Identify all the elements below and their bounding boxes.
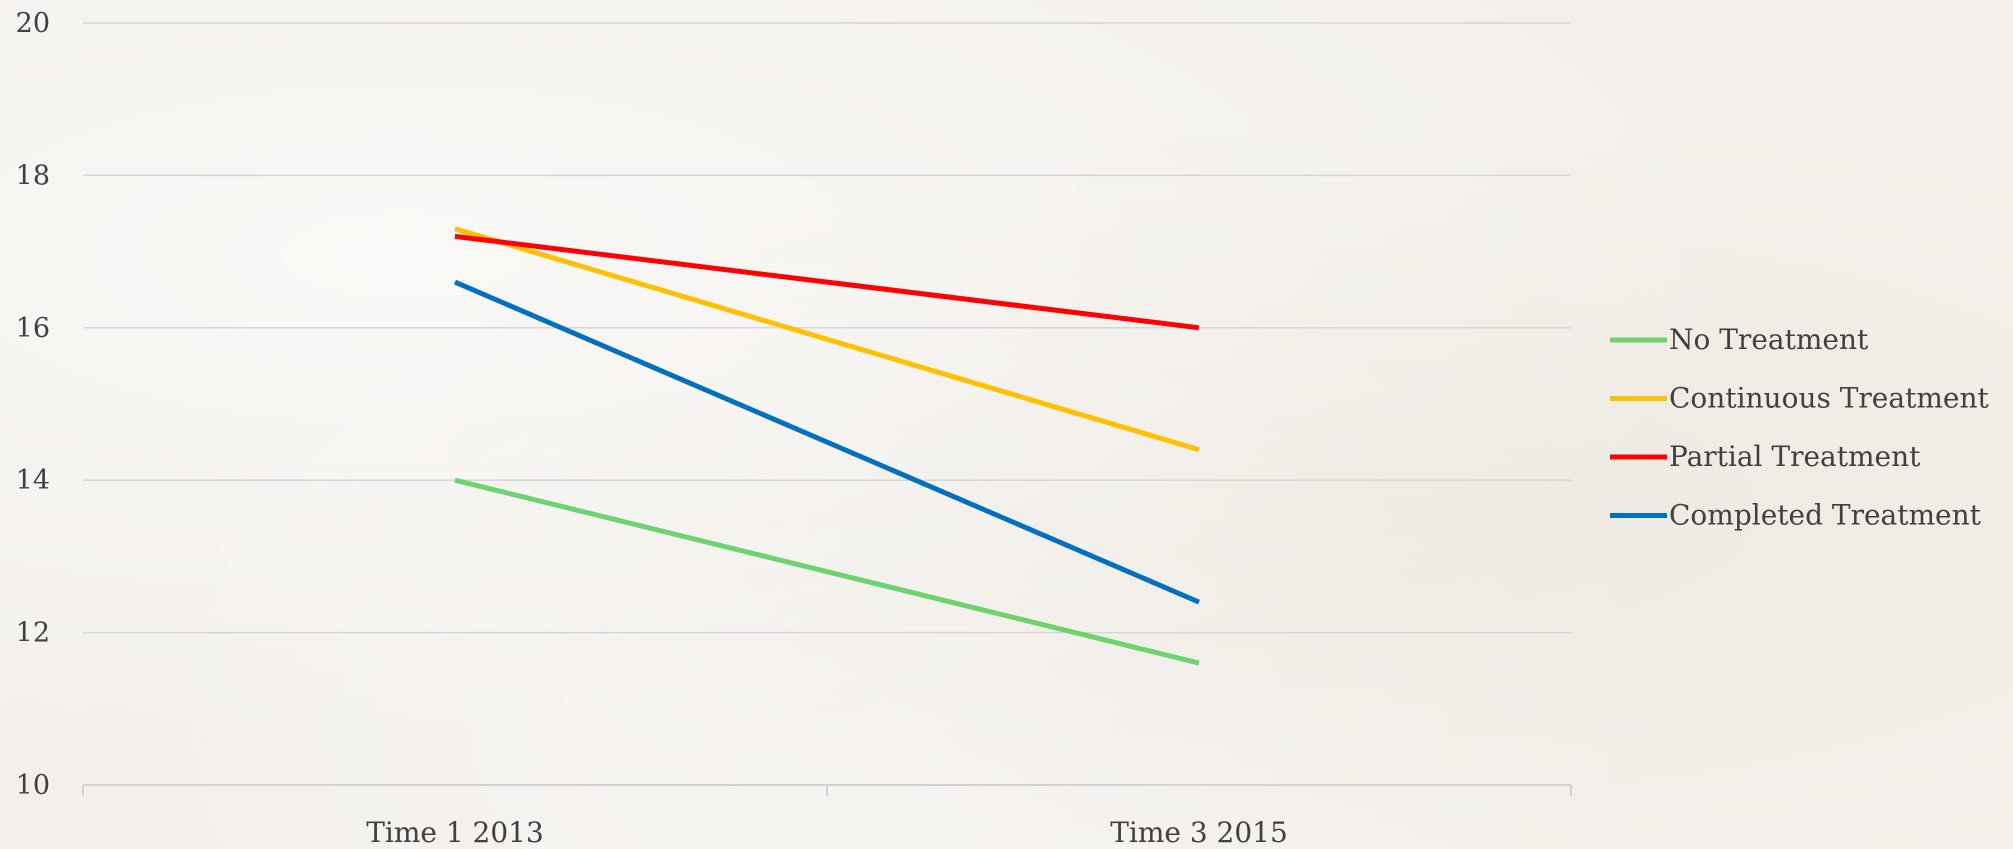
y-tick-label: 12 bbox=[16, 618, 50, 649]
legend-label: Completed Treatment bbox=[1669, 499, 1982, 532]
series-lines bbox=[454, 226, 1200, 666]
series-line-no-treatment bbox=[454, 477, 1200, 666]
x-axis-tick-labels: Time 1 2013 Time 3 2015 bbox=[366, 816, 1288, 849]
legend-label: Continuous Treatment bbox=[1669, 382, 1989, 415]
y-tick-label: 16 bbox=[16, 313, 50, 344]
y-tick-label: 14 bbox=[16, 465, 50, 496]
y-tick-label: 10 bbox=[16, 770, 50, 801]
x-axis bbox=[82, 785, 1572, 796]
y-axis-tick-labels: 10 12 14 16 18 20 bbox=[16, 8, 50, 801]
gridlines bbox=[83, 22, 1571, 786]
series-line-completed-treatment bbox=[454, 279, 1200, 605]
y-tick-label: 18 bbox=[16, 160, 50, 191]
x-tick-label: Time 1 2013 bbox=[366, 816, 544, 849]
legend: No Treatment Continuous Treatment Partial … bbox=[1610, 323, 1989, 532]
series-line-partial-treatment bbox=[454, 233, 1200, 331]
legend-label: Partial Treatment bbox=[1669, 440, 1921, 473]
legend-label: No Treatment bbox=[1669, 323, 1869, 356]
x-tick-label: Time 3 2015 bbox=[1110, 816, 1288, 849]
series-line-continuous-treatment bbox=[454, 226, 1200, 453]
y-tick-label: 20 bbox=[16, 8, 50, 39]
